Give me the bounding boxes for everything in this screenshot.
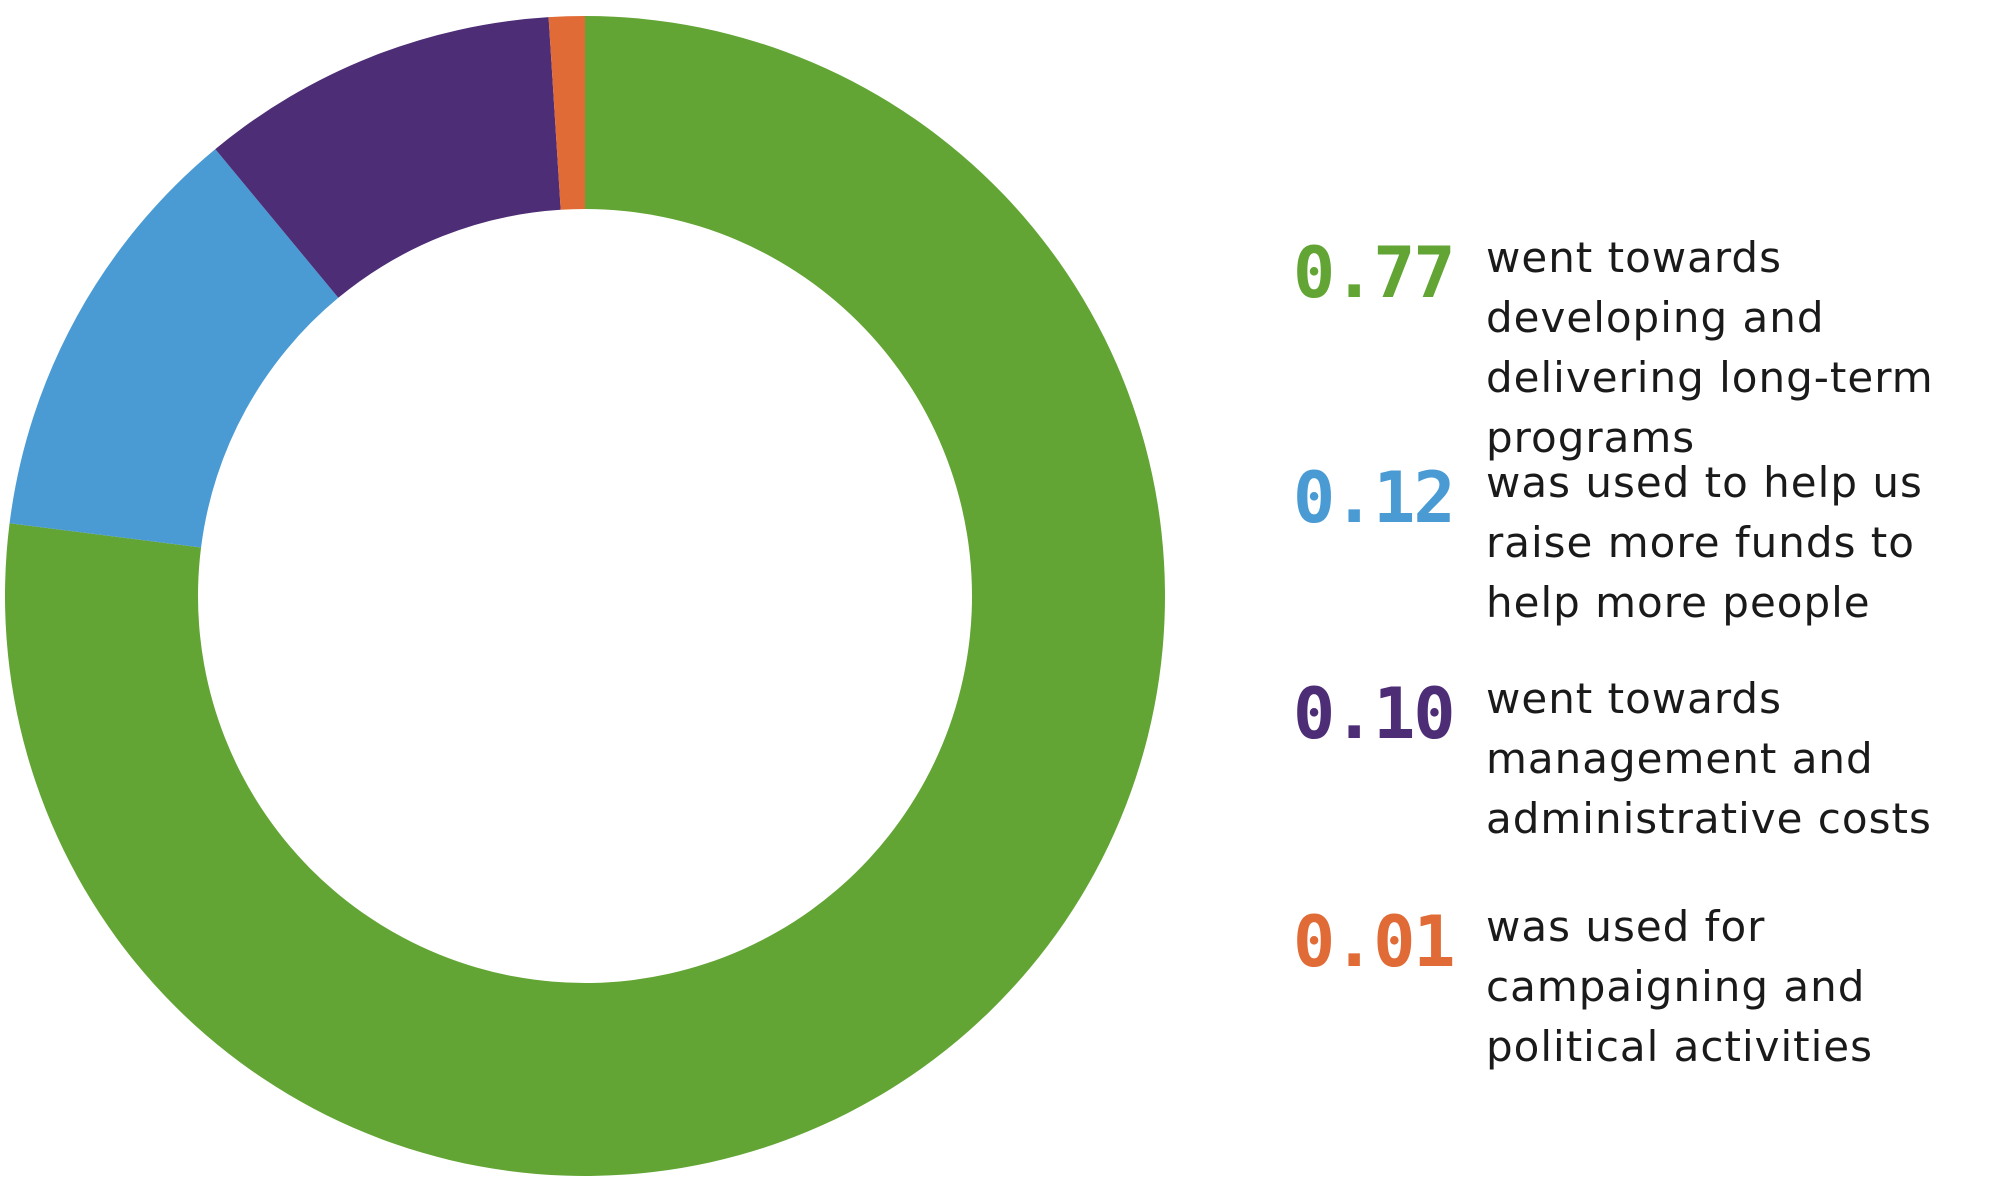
donut-slices xyxy=(5,16,1166,1176)
legend-item-campaigning: 0.01 was used for campaigning and politi… xyxy=(1293,897,1993,1071)
legend-item-programs: 0.77 went towards developing and deliver… xyxy=(1293,228,1993,462)
legend-value: 0.77 xyxy=(1293,232,1456,314)
slice-campaigning xyxy=(548,16,585,210)
legend-description: was used for campaigning and political a… xyxy=(1486,902,1874,1071)
donut-chart xyxy=(5,16,1166,1176)
legend-description: went towards developing and delivering l… xyxy=(1486,233,1934,462)
slice-fundraising xyxy=(9,149,339,548)
legend-description: went towards management and administrati… xyxy=(1486,674,1932,843)
slice-programs xyxy=(5,16,1166,1176)
legend-description: was used to help us raise more funds to … xyxy=(1486,458,1923,627)
legend-value: 0.10 xyxy=(1293,673,1456,755)
legend-item-management: 0.10 went towards management and adminis… xyxy=(1293,669,1993,843)
legend-value: 0.12 xyxy=(1293,457,1456,539)
legend-item-fundraising: 0.12 was used to help us raise more fund… xyxy=(1293,453,1993,627)
slice-management xyxy=(215,17,561,298)
legend-value: 0.01 xyxy=(1293,901,1456,983)
